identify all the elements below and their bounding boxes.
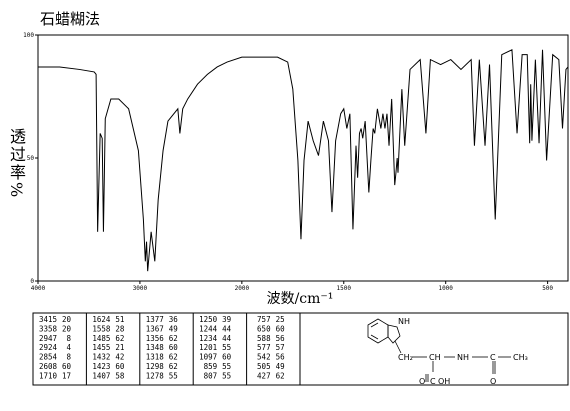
- structure-label: CH: [429, 353, 441, 362]
- x-tick-label: 2000: [235, 285, 250, 292]
- peak-wavenumber: 588: [257, 334, 271, 343]
- peak-wavenumber: 1432: [92, 353, 110, 362]
- peak-transmittance: 20: [62, 324, 72, 333]
- peak-transmittance: 62: [276, 371, 285, 380]
- peak-transmittance: 8: [66, 353, 71, 362]
- peak-wavenumber: 1423: [92, 362, 110, 371]
- structure-label: C: [430, 377, 436, 386]
- peak-wavenumber: 1356: [146, 334, 165, 343]
- peak-wavenumber: 1455: [92, 343, 110, 352]
- peak-wavenumber: 757: [257, 315, 271, 324]
- peak-wavenumber: 1318: [146, 353, 165, 362]
- x-tick-label: 3000: [133, 285, 148, 292]
- peak-wavenumber: 2854: [39, 353, 58, 362]
- peak-transmittance: 60: [276, 324, 286, 333]
- peak-wavenumber: 1624: [92, 315, 111, 324]
- peak-wavenumber: 1244: [199, 324, 218, 333]
- peak-transmittance: 49: [169, 324, 178, 333]
- chart-title: 石蜡糊法: [40, 10, 100, 28]
- peak-transmittance: 44: [222, 324, 232, 333]
- y-tick-label: 100: [23, 32, 34, 39]
- peak-wavenumber: 2924: [39, 343, 58, 352]
- x-axis-label: 波数/cm⁻¹: [267, 291, 334, 307]
- peak-transmittance: 21: [115, 343, 124, 352]
- peak-wavenumber: 807: [204, 371, 218, 380]
- peak-wavenumber: 1377: [146, 315, 164, 324]
- peak-transmittance: 62: [169, 362, 178, 371]
- peak-wavenumber: 1250: [199, 315, 218, 324]
- peak-transmittance: 62: [169, 334, 178, 343]
- peak-wavenumber: 1710: [39, 371, 58, 380]
- peak-wavenumber: 2608: [39, 362, 58, 371]
- peak-wavenumber: 1278: [146, 371, 165, 380]
- plot-frame: [37, 34, 569, 282]
- peak-wavenumber: 3358: [39, 324, 58, 333]
- peak-wavenumber: 2947: [39, 334, 57, 343]
- peak-wavenumber: 1348: [146, 343, 165, 352]
- peak-transmittance: 58: [115, 371, 125, 380]
- peak-transmittance: 60: [115, 362, 125, 371]
- peak-transmittance: 55: [169, 371, 178, 380]
- peak-transmittance: 55: [222, 362, 231, 371]
- peak-transmittance: 8: [66, 334, 71, 343]
- peak-transmittance: 25: [276, 315, 285, 324]
- peak-transmittance: 62: [169, 353, 178, 362]
- peak-wavenumber: 1201: [199, 343, 217, 352]
- structure-label: NH: [457, 353, 469, 362]
- peak-wavenumber: 1485: [92, 334, 110, 343]
- peak-wavenumber: 505: [257, 362, 271, 371]
- peak-wavenumber: 427: [257, 371, 271, 380]
- y-tick-label: 0: [30, 278, 34, 285]
- peak-wavenumber: 859: [204, 362, 218, 371]
- peak-transmittance: 39: [222, 315, 231, 324]
- peak-wavenumber: 1367: [146, 324, 164, 333]
- x-tick-label: 500: [542, 285, 553, 292]
- structure-label: CH₃: [513, 353, 528, 362]
- peak-transmittance: 55: [222, 371, 231, 380]
- peak-transmittance: 44: [222, 334, 232, 343]
- peak-transmittance: 20: [62, 315, 72, 324]
- peak-wavenumber: 1234: [199, 334, 218, 343]
- peak-transmittance: 60: [169, 343, 179, 352]
- peak-transmittance: 49: [276, 362, 285, 371]
- peak-wavenumber: 577: [257, 343, 271, 352]
- structure-label: OH: [438, 377, 450, 386]
- peak-transmittance: 17: [62, 371, 71, 380]
- spectrum-line: [38, 48, 569, 272]
- structure-label: NH: [398, 317, 410, 326]
- x-tick-label: 4000: [31, 285, 46, 292]
- y-tick-label: 50: [27, 155, 35, 162]
- x-tick-label: 1500: [337, 285, 352, 292]
- structure-label: C: [490, 353, 496, 362]
- peak-wavenumber: 3415: [39, 315, 57, 324]
- x-tick-label: 1000: [438, 285, 453, 292]
- peak-wavenumber: 1097: [199, 353, 217, 362]
- peak-transmittance: 60: [222, 353, 232, 362]
- peak-transmittance: 62: [115, 334, 124, 343]
- peak-wavenumber: 650: [257, 324, 271, 333]
- structure-label: O: [490, 377, 496, 386]
- structure-label: CH₂: [398, 353, 413, 362]
- y-axis-label: 透过率%: [7, 128, 26, 200]
- peak-transmittance: 36: [169, 315, 179, 324]
- peak-transmittance: 56: [276, 353, 286, 362]
- peak-wavenumber: 1407: [92, 371, 110, 380]
- peak-transmittance: 60: [62, 362, 72, 371]
- peak-transmittance: 28: [115, 324, 125, 333]
- peak-transmittance: 56: [276, 334, 286, 343]
- peak-transmittance: 55: [222, 343, 231, 352]
- peak-wavenumber: 1298: [146, 362, 165, 371]
- peak-transmittance: 4: [66, 343, 71, 352]
- peak-wavenumber: 542: [257, 353, 271, 362]
- structure-label: O: [419, 377, 425, 386]
- peak-wavenumber: 1558: [92, 324, 111, 333]
- peak-transmittance: 42: [115, 353, 124, 362]
- peak-transmittance: 57: [276, 343, 285, 352]
- structure-drawing: [367, 318, 511, 382]
- peak-transmittance: 51: [115, 315, 124, 324]
